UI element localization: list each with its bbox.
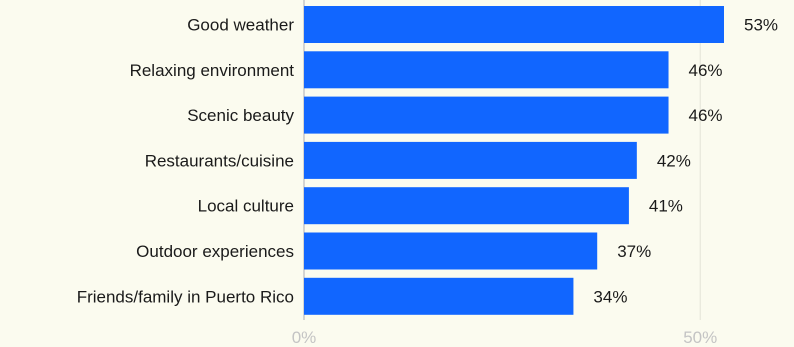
category-label-0: Good weather [187,16,294,35]
bar-6 [304,277,574,315]
category-label-4: Local culture [198,197,294,216]
value-label-6: 34% [593,287,627,306]
category-label-5: Outdoor experiences [136,242,294,261]
category-label-1: Relaxing environment [130,61,295,80]
bar-layer [304,6,724,315]
bar-1 [304,51,669,89]
value-label-1: 46% [689,61,723,80]
bar-2 [304,96,669,134]
value-label-2: 46% [689,106,723,125]
value-label-3: 42% [657,151,691,170]
category-label-2: Scenic beauty [187,106,294,125]
category-label-3: Restaurants/cuisine [145,151,294,170]
bar-0 [304,6,724,43]
value-label-0: 53% [744,16,778,35]
label-layer: Good weather 53% Relaxing environment 46% Sc… [77,16,778,307]
value-label-4: 41% [649,197,683,216]
x-tick-label-50: 50% [683,328,717,347]
value-label-5: 37% [617,242,651,261]
bar-4 [304,187,629,225]
x-tick-label-0: 0% [292,328,317,347]
tick-layer: 0% 50% [292,328,718,347]
bar-5 [304,232,598,270]
category-label-6: Friends/family in Puerto Rico [77,287,294,306]
bar-3 [304,141,637,179]
